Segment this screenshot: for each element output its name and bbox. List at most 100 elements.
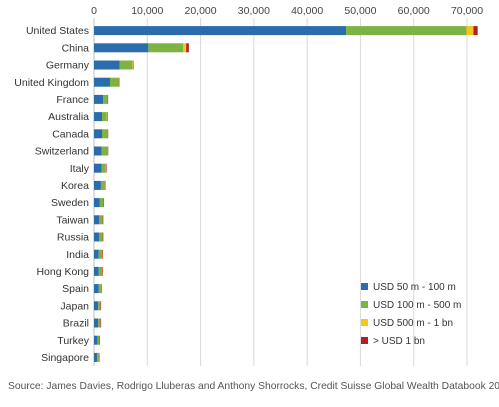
bar-segment [118,77,120,87]
bar-segment [94,112,102,122]
bar-segment [98,352,100,362]
bar-segment [99,198,104,208]
bar-segment [94,352,98,362]
x-tick-label: 60,000 [398,5,430,17]
x-tick-label: 0 [91,5,97,17]
category-label: Taiwan [56,214,89,226]
bar-segment [101,129,108,139]
x-tick-label: 20,000 [185,5,217,17]
category-label: Brazil [63,318,89,330]
bar-segment [107,112,108,122]
y-axis: United States China Germany United Kingdom F… [14,25,89,364]
bar-segment [94,335,98,345]
category-label: Singapore [41,352,89,364]
bar-segment [94,301,99,311]
category-label: Canada [52,128,89,140]
bar-segment [94,129,102,139]
bar-segment [103,198,104,208]
category-label: Japan [60,300,89,312]
bar-segment [94,249,99,259]
bar-segment [101,163,106,173]
x-tick-label: 70,000 [451,5,483,17]
bar-segment [98,249,102,259]
bar-segment [99,232,103,242]
x-axis: 0 10,000 20,000 30,000 40,000 50,000 60,000 70,… [91,5,483,17]
bar-segment [94,266,99,276]
category-label: Spain [62,283,89,295]
bar-segment [107,94,109,104]
legend-swatch [361,337,368,344]
bar-segment [94,77,110,87]
legend-label: USD 500 m - 1 bn [373,318,453,329]
bar-segment [99,215,103,225]
bar-segment [94,94,104,104]
bar-segment [100,301,102,311]
legend-swatch [361,283,368,290]
bar-segment [97,335,100,345]
x-tick-label: 30,000 [238,5,270,17]
category-label: Turkey [57,335,89,347]
bar-segment [107,146,109,156]
category-label: Russia [57,232,89,244]
category-label: China [62,42,90,54]
bar-segment [100,180,105,190]
category-label: India [66,249,89,261]
bar-segment [102,249,103,259]
bars [94,26,478,362]
bar-segment [132,60,133,70]
bar-segment [98,266,102,276]
source-note: Source: James Davies, Rodrigo Lluberas a… [8,381,499,392]
legend: USD 50 m - 100 m USD 100 m - 500 m USD 500… [361,282,461,347]
bar-segment [94,180,101,190]
bar-segment [94,43,149,53]
legend-label: > USD 1 bn [373,336,425,347]
bar-segment [119,60,133,70]
bar-segment [94,284,99,294]
legend-swatch [361,319,368,326]
bar-segment [94,198,100,208]
bar-segment [107,129,109,139]
bar-segment [186,43,189,53]
category-label: Sweden [51,197,89,209]
bar-segment [97,352,99,362]
bar-segment [94,60,120,70]
category-label: France [56,94,89,106]
bar-segment [103,94,108,104]
bar-segment [102,215,104,225]
legend-swatch [361,301,368,308]
category-label: Switzerland [35,146,89,158]
bar-segment [104,180,106,190]
x-tick-label: 50,000 [344,5,376,17]
bar-segment [466,26,474,36]
category-label: Germany [46,60,90,72]
bar-segment [107,146,108,156]
bar-segment [102,266,103,276]
bar-segment [148,43,183,53]
bar-segment [94,232,100,242]
bar-segment [101,284,102,294]
bar-segment [346,26,467,36]
bar-segment [101,146,108,156]
bar-segment [98,318,101,328]
x-tick-label: 40,000 [291,5,323,17]
grid-layer [93,18,468,366]
category-label: Australia [48,111,89,123]
category-label: Korea [61,180,89,192]
category-label: Italy [70,163,90,175]
x-tick-label: 10,000 [131,5,163,17]
bar-segment [182,43,187,53]
bar-segment [94,146,102,156]
bar-segment [99,335,100,345]
legend-label: USD 50 m - 100 m [373,282,456,293]
bar-segment [94,318,99,328]
category-label: United States [26,25,89,37]
category-label: United Kingdom [14,77,89,89]
bar-segment [100,318,102,328]
bar-segment [94,163,102,173]
category-label: Hong Kong [36,266,89,278]
bar-segment [98,301,101,311]
bar-segment [102,232,104,242]
bar-segment [473,26,478,36]
bar-segment [94,215,100,225]
